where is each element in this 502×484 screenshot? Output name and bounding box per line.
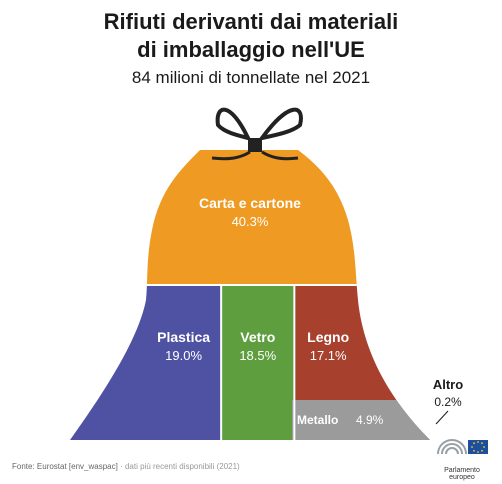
value-label: 0.2%	[434, 395, 462, 409]
label-plastica: Plastica 19.0%	[157, 329, 210, 363]
bag-knot-icon	[211, 107, 303, 161]
parliament-logo: Parlamento europeo	[432, 432, 492, 481]
source-date-note: · dati più recenti disponibili (2021)	[120, 462, 240, 471]
category-label: Vetro	[240, 329, 275, 345]
label-altro: Altro 0.2%	[433, 377, 463, 425]
logo-text: Parlamento europeo	[444, 467, 480, 481]
label-metallo: Metallo 4.9%	[297, 413, 384, 427]
altro-leader-line	[435, 410, 449, 425]
title-line-2: di imballaggio nell'UE	[137, 37, 365, 62]
source-label: Fonte: Eurostat [env_waspac]	[12, 462, 118, 471]
value-label: 17.1%	[310, 348, 347, 363]
label-legno: Legno 17.1%	[307, 329, 349, 363]
chart-title: Rifiuti derivanti dai materiali di imbal…	[0, 8, 502, 64]
category-label: Metallo	[297, 413, 338, 427]
title-line-1: Rifiuti derivanti dai materiali	[103, 9, 399, 34]
value-label: 4.9%	[356, 413, 384, 427]
category-label: Carta e cartone	[199, 195, 301, 211]
value-label: 40.3%	[232, 214, 269, 229]
value-label: 18.5%	[239, 348, 276, 363]
label-vetro: Vetro 18.5%	[239, 329, 276, 363]
category-label: Altro	[433, 377, 463, 392]
chart-subtitle: 84 milioni di tonnellate nel 2021	[131, 68, 371, 87]
source-note: Fonte: Eurostat [env_waspac] · dati più …	[12, 462, 240, 471]
category-label: Plastica	[157, 329, 210, 345]
value-label: 19.0%	[165, 348, 202, 363]
region-vetro	[221, 285, 295, 440]
category-label: Legno	[307, 329, 349, 345]
european-parliament-logo-icon	[437, 439, 488, 455]
label-carta-e-cartone: Carta e cartone 40.3%	[199, 195, 301, 229]
